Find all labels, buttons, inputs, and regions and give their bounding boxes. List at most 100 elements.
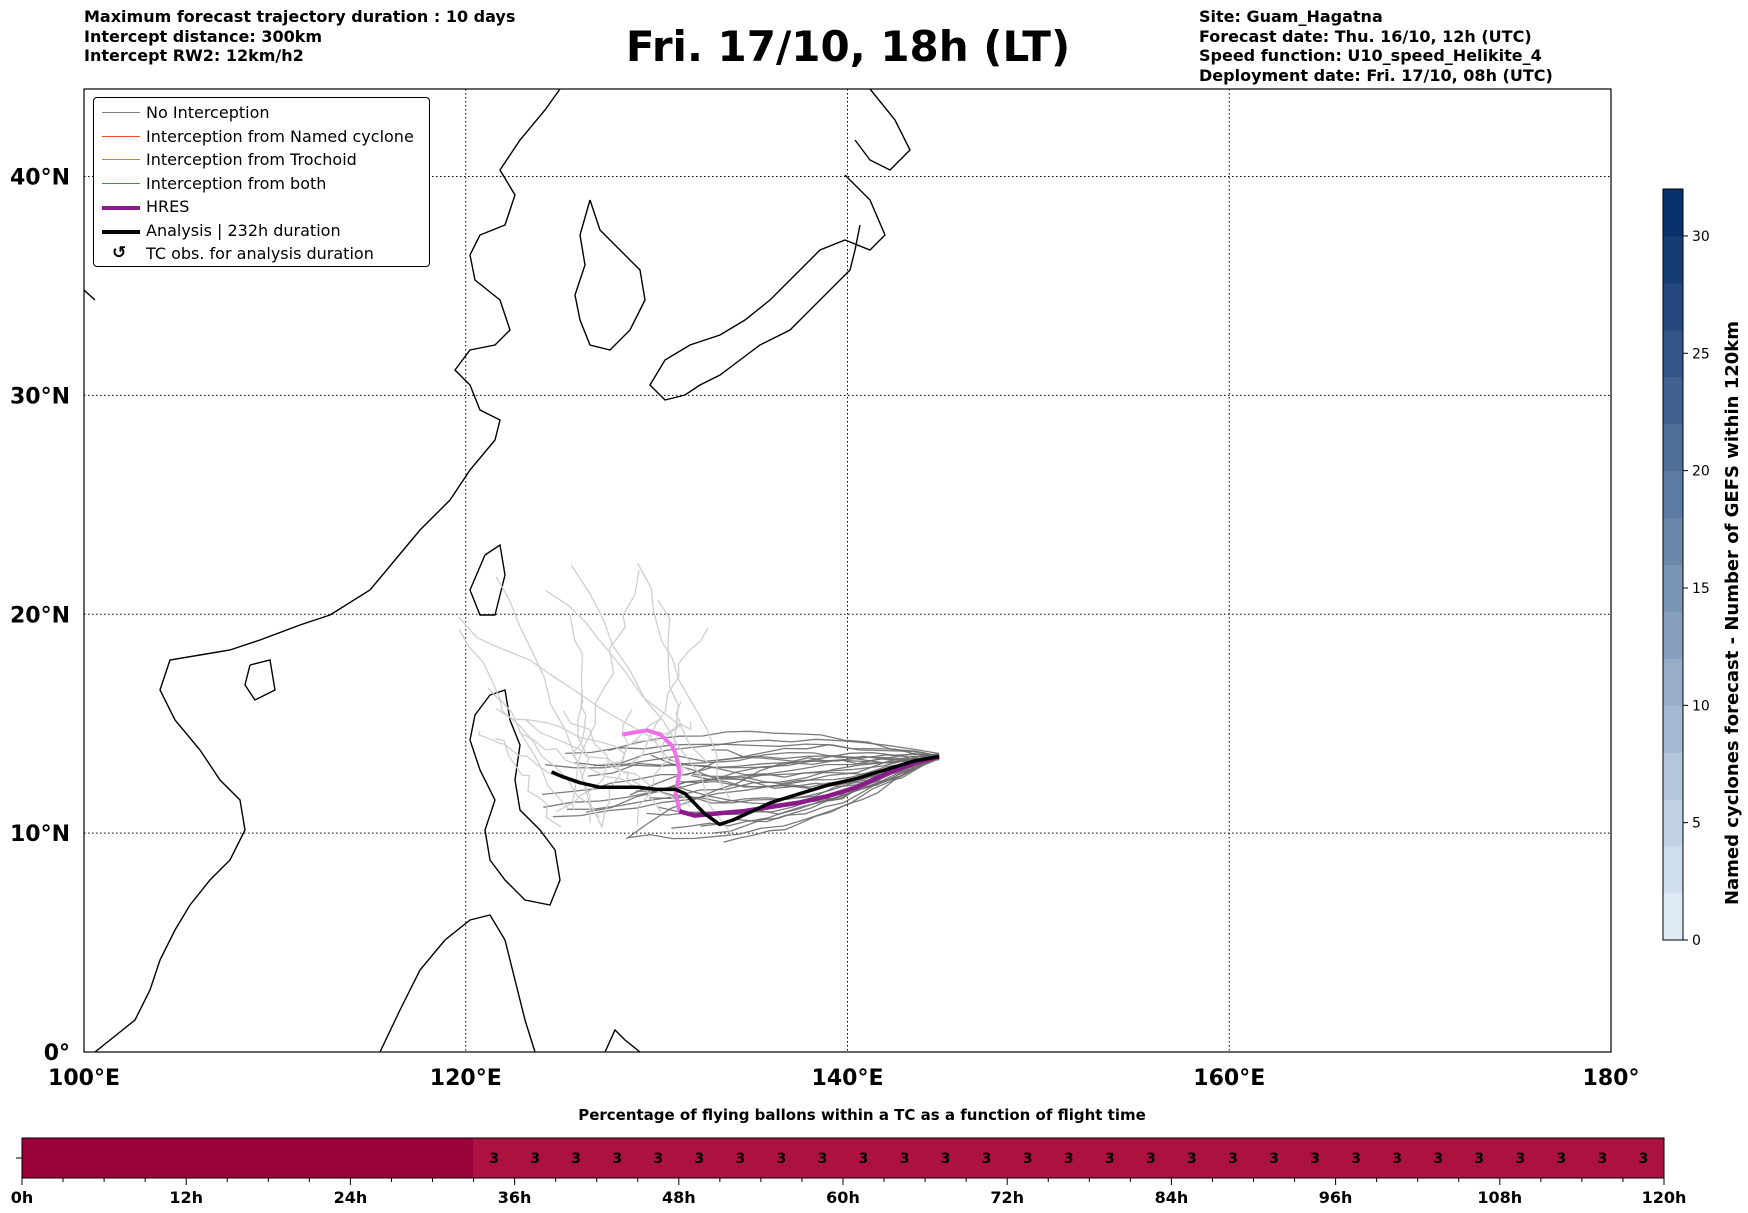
colorbar-step — [1663, 658, 1683, 706]
hres-track — [678, 754, 940, 818]
duration-cell-label: 3 — [777, 1151, 787, 1167]
legend-item: No Interception — [94, 102, 429, 124]
legend-label: Interception from both — [146, 173, 327, 193]
duration-tick-label: 96h — [1319, 1188, 1353, 1207]
legend-label: Interception from Trochoid — [146, 150, 357, 169]
colorbar-tick-label: 0 — [1692, 933, 1701, 949]
legend-item: Interception from both — [94, 173, 429, 195]
duration-tick-label: 72h — [990, 1188, 1024, 1207]
duration-cell-label: 3 — [818, 1151, 828, 1167]
duration-cell-label: 3 — [900, 1151, 910, 1167]
ensemble-line — [587, 751, 940, 777]
intercept-rw2-text: Intercept RW2: 12km/h2 — [84, 46, 304, 65]
duration-cell-label: 3 — [694, 1151, 704, 1167]
duration-tick-label: 120h — [1642, 1188, 1687, 1207]
duration-cell-label: 3 — [859, 1151, 869, 1167]
duration-cell-label: 3 — [941, 1151, 951, 1167]
lat-tick-label: 20°N — [10, 603, 70, 628]
legend-item: HRES — [94, 196, 429, 218]
lon-tick-label: 100°E — [48, 1066, 120, 1091]
intercept-distance-text: Intercept distance: 300km — [84, 26, 323, 46]
legend-label: TC obs. for analysis duration — [146, 244, 374, 263]
duration-tick-label: 84h — [1155, 1188, 1189, 1207]
lat-tick-label: 30°N — [10, 384, 70, 409]
duration-cell-label: 3 — [1146, 1151, 1156, 1167]
duration-bar-title: Percentage of flying ballons within a TC… — [578, 1106, 1146, 1124]
duration-tick-label: 36h — [498, 1188, 532, 1207]
duration-bar-empty — [22, 1138, 474, 1178]
header-left-info: Maximum forecast trajectory duration : 1… — [84, 7, 515, 66]
colorbar-step — [1663, 564, 1683, 612]
duration-cell-label: 3 — [1515, 1151, 1525, 1167]
legend-item: ↺ TC obs. for analysis duration — [94, 243, 429, 265]
ensemble-line-faded — [545, 590, 709, 764]
colorbar-step — [1663, 282, 1683, 331]
colorbar-step — [1663, 235, 1683, 284]
ensemble-line-faded — [571, 690, 587, 811]
deployment-date-text: Deployment date: Fri. 17/10, 08h (UTC) — [1199, 65, 1553, 85]
colorbar-step — [1663, 470, 1683, 519]
legend-swatch — [102, 135, 140, 137]
legend-label: Interception from Named cyclone — [146, 126, 414, 146]
colorbar-step — [1663, 799, 1683, 847]
legend-label: No Interception — [146, 103, 270, 122]
map-frame — [83, 88, 1612, 1053]
colorbar-tick-label: 30 — [1692, 229, 1710, 245]
colorbar: 0 5 10 15 20 25 30 — [1662, 188, 1710, 949]
ensemble-line-faded — [458, 629, 568, 808]
duration-tick-label: 108h — [1477, 1188, 1522, 1207]
duration-tick-label: 0h — [11, 1188, 34, 1207]
duration-cell-label: 3 — [1351, 1151, 1361, 1167]
ensemble-line — [593, 738, 940, 767]
colorbar-step — [1663, 893, 1683, 941]
colorbar-step — [1663, 705, 1683, 753]
forecast-date-text: Forecast date: Thu. 16/10, 12h (UTC) — [1199, 26, 1532, 46]
map-gridlines — [84, 89, 1611, 1052]
lat-tick-label: 10°N — [10, 822, 70, 847]
ensemble-line-faded — [458, 616, 690, 772]
rotation-marker-icon: ↺ — [112, 243, 127, 263]
duration-cell-label: 3 — [653, 1151, 663, 1167]
colorbar-step — [1663, 846, 1683, 894]
colorbar-step — [1663, 752, 1683, 800]
legend-item: Interception from Trochoid — [94, 149, 429, 171]
ensemble-line-faded — [570, 564, 734, 836]
ensemble-line-faded — [555, 718, 662, 813]
duration-cell-label: 3 — [1433, 1151, 1443, 1167]
ensemble-line — [566, 754, 940, 810]
ensemble-line-faded — [495, 738, 562, 828]
colorbar-step — [1663, 611, 1683, 659]
colorbar-tick-label: 5 — [1692, 816, 1701, 832]
ensemble-line-faded — [487, 687, 600, 819]
duration-cell-label: 3 — [1598, 1151, 1608, 1167]
duration-cell-label: 3 — [1228, 1151, 1238, 1167]
duration-tick-label: 12h — [169, 1188, 203, 1207]
duration-cell-label: 3 — [571, 1151, 581, 1167]
lat-tick-label: 40°N — [10, 166, 70, 191]
lon-tick-label: 140°E — [812, 1066, 884, 1091]
legend-item: Interception from Named cyclone — [94, 126, 429, 148]
duration-cell-label: 3 — [489, 1151, 499, 1167]
legend-swatch — [102, 112, 140, 113]
legend: No Interception Interception from Named c… — [93, 97, 430, 267]
legend-swatch — [102, 229, 140, 234]
colorbar-tick-label: 25 — [1692, 346, 1710, 362]
main-trajectories — [550, 728, 940, 827]
ensemble-line — [628, 756, 940, 840]
duration-cell-label: 3 — [736, 1151, 746, 1167]
ensemble-line-faded — [630, 627, 709, 764]
legend-swatch — [102, 206, 140, 210]
max-duration-text: Maximum forecast trajectory duration : 1… — [84, 7, 516, 26]
duration-cell-label: 3 — [982, 1151, 992, 1167]
ensemble-line — [552, 755, 940, 818]
legend-swatch — [102, 159, 140, 160]
colorbar-step — [1663, 423, 1683, 472]
colorbar-label: Named cyclones forecast - Number of GEFS… — [1722, 321, 1743, 905]
colorbar-step — [1663, 329, 1683, 378]
ensemble-line-faded — [637, 562, 730, 799]
duration-cell-label: 3 — [612, 1151, 622, 1167]
ensemble-line-faded — [657, 599, 690, 807]
duration-cell-label: 3 — [1105, 1151, 1115, 1167]
duration-cell-label: 3 — [1187, 1151, 1197, 1167]
lon-tick-label: 160°E — [1193, 1066, 1265, 1091]
